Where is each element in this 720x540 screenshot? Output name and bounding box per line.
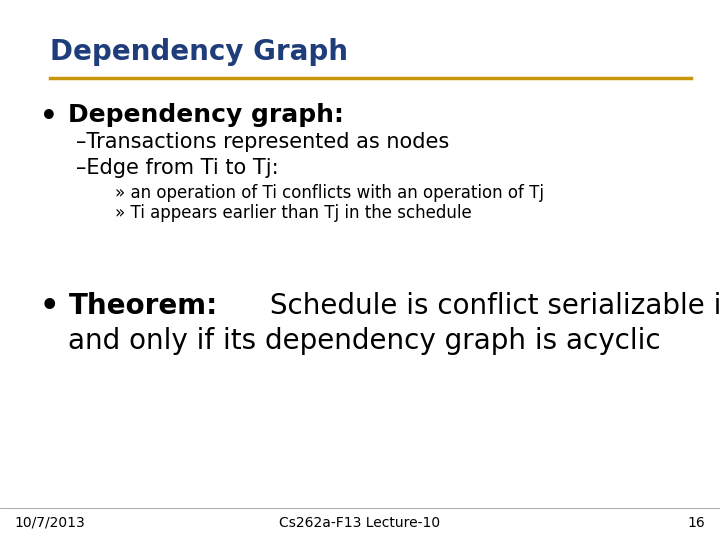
Text: Schedule is conflict serializable if: Schedule is conflict serializable if — [261, 292, 720, 320]
Text: Theorem:: Theorem: — [68, 292, 217, 320]
Text: 16: 16 — [688, 516, 706, 530]
Text: •: • — [40, 292, 59, 321]
Text: and only if its dependency graph is acyclic: and only if its dependency graph is acyc… — [68, 327, 661, 355]
Text: –Transactions represented as nodes: –Transactions represented as nodes — [76, 132, 449, 152]
Text: Dependency graph:: Dependency graph: — [68, 103, 344, 126]
Text: Dependency Graph: Dependency Graph — [50, 38, 348, 66]
Text: 10/7/2013: 10/7/2013 — [14, 516, 85, 530]
Text: » Ti appears earlier than Tj in the schedule: » Ti appears earlier than Tj in the sche… — [115, 204, 472, 222]
Text: –Edge from Ti to Tj:: –Edge from Ti to Tj: — [76, 158, 278, 178]
Text: » an operation of Ti conflicts with an operation of Tj: » an operation of Ti conflicts with an o… — [115, 184, 544, 201]
Text: Cs262a-F13 Lecture-10: Cs262a-F13 Lecture-10 — [279, 516, 441, 530]
Text: •: • — [40, 103, 58, 131]
